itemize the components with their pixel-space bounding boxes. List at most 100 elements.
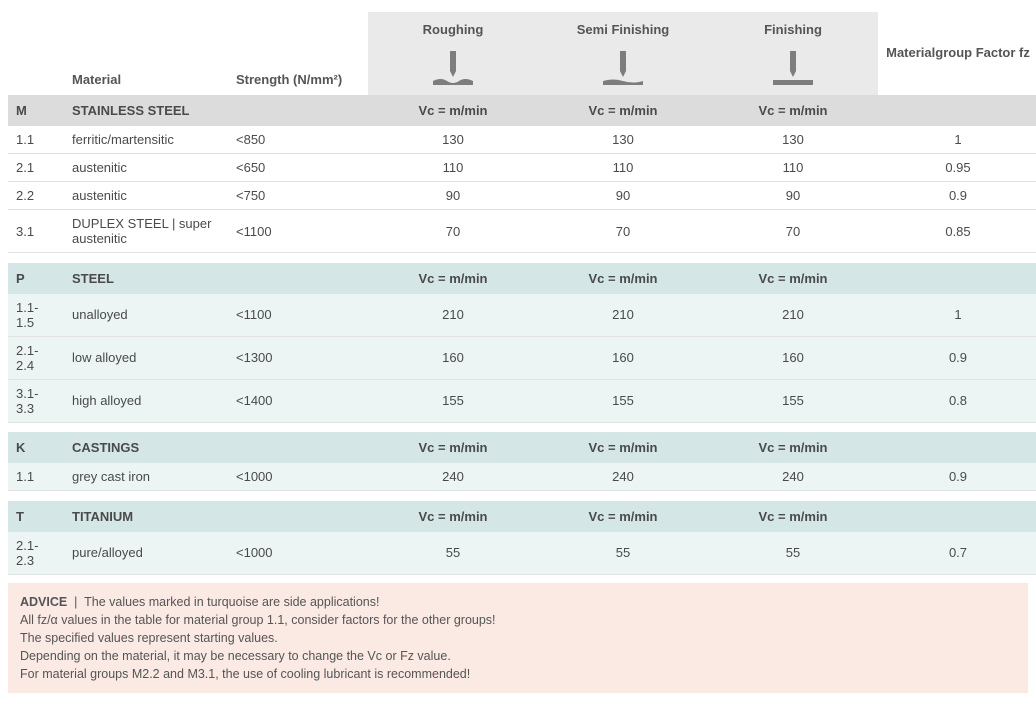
row-strength: <1100 — [228, 294, 368, 337]
table-row: 3.1-3.3high alloyed<14001551551550.8 — [8, 379, 1036, 422]
row-val: 160 — [538, 336, 708, 379]
row-material: austenitic — [64, 182, 228, 210]
row-fz: 0.85 — [878, 210, 1036, 253]
advice-line: Depending on the material, it may be nec… — [20, 649, 451, 663]
row-material: DUPLEX STEEL | super austenitic — [64, 210, 228, 253]
vc-unit: Vc = m/min — [538, 432, 708, 463]
row-fz: 0.9 — [878, 336, 1036, 379]
row-val: 210 — [708, 294, 878, 337]
row-val: 70 — [538, 210, 708, 253]
vc-unit: Vc = m/min — [708, 95, 878, 126]
row-strength: <1300 — [228, 336, 368, 379]
advice-line: All fz/α values in the table for materia… — [20, 613, 496, 627]
row-material: low alloyed — [64, 336, 228, 379]
vc-unit: Vc = m/min — [368, 432, 538, 463]
row-code: 1.1 — [8, 463, 64, 491]
row-strength: <1000 — [228, 532, 368, 575]
row-val: 70 — [368, 210, 538, 253]
row-strength: <750 — [228, 182, 368, 210]
row-val: 55 — [538, 532, 708, 575]
row-fz: 0.9 — [878, 463, 1036, 491]
row-code: 2.1-2.3 — [8, 532, 64, 575]
op-title: Finishing — [714, 22, 872, 37]
material-header: Material — [64, 17, 228, 95]
table-row: 3.1DUPLEX STEEL | super austenitic<11007… — [8, 210, 1036, 253]
fz-header: Materialgroup Factor fz — [878, 12, 1036, 95]
row-strength: <650 — [228, 154, 368, 182]
row-val: 55 — [368, 532, 538, 575]
row-code: 2.1 — [8, 154, 64, 182]
row-code: 2.2 — [8, 182, 64, 210]
row-val: 155 — [538, 379, 708, 422]
group-name: STEEL — [64, 263, 228, 294]
group-code: P — [8, 263, 64, 294]
row-material: high alloyed — [64, 379, 228, 422]
table-row: 2.1austenitic<6501101101100.95 — [8, 154, 1036, 182]
group-code: M — [8, 95, 64, 126]
row-val: 90 — [368, 182, 538, 210]
strength-header: Strength (N/mm²) — [228, 17, 368, 95]
vc-unit: Vc = m/min — [708, 263, 878, 294]
row-material: grey cast iron — [64, 463, 228, 491]
group-code: K — [8, 432, 64, 463]
table-row: 1.1grey cast iron<10002402402400.9 — [8, 463, 1036, 491]
table-row: 2.2austenitic<7509090900.9 — [8, 182, 1036, 210]
op-head-finishing: Finishing — [708, 12, 878, 95]
row-fz: 1 — [878, 294, 1036, 337]
row-val: 130 — [538, 126, 708, 154]
row-strength: <1100 — [228, 210, 368, 253]
op-head-roughing: Roughing — [368, 12, 538, 95]
row-material: austenitic — [64, 154, 228, 182]
group-header-row: MSTAINLESS STEELVc = m/minVc = m/minVc =… — [8, 95, 1036, 126]
row-fz: 0.7 — [878, 532, 1036, 575]
row-code: 2.1-2.4 — [8, 336, 64, 379]
op-title: Roughing — [374, 22, 532, 37]
milling-icon — [544, 51, 702, 87]
row-fz: 1 — [878, 126, 1036, 154]
row-material: pure/alloyed — [64, 532, 228, 575]
group-name: STAINLESS STEEL — [64, 95, 228, 126]
cutting-data-table: Roughing Semi Finishing Finishing Materi… — [8, 12, 1036, 575]
vc-unit: Vc = m/min — [708, 501, 878, 532]
row-val: 90 — [708, 182, 878, 210]
group-name: TITANIUM — [64, 501, 228, 532]
row-val: 110 — [708, 154, 878, 182]
vc-unit: Vc = m/min — [368, 95, 538, 126]
row-code: 1.1-1.5 — [8, 294, 64, 337]
group-name: CASTINGS — [64, 432, 228, 463]
op-title: Semi Finishing — [544, 22, 702, 37]
row-val: 160 — [368, 336, 538, 379]
row-fz: 0.8 — [878, 379, 1036, 422]
row-val: 240 — [538, 463, 708, 491]
vc-unit: Vc = m/min — [538, 95, 708, 126]
row-strength: <1400 — [228, 379, 368, 422]
row-strength: <1000 — [228, 463, 368, 491]
row-val: 240 — [368, 463, 538, 491]
row-material: ferritic/martensitic — [64, 126, 228, 154]
row-val: 130 — [368, 126, 538, 154]
vc-unit: Vc = m/min — [538, 501, 708, 532]
row-val: 210 — [538, 294, 708, 337]
row-val: 210 — [368, 294, 538, 337]
vc-unit: Vc = m/min — [708, 432, 878, 463]
row-fz: 0.9 — [878, 182, 1036, 210]
row-val: 110 — [368, 154, 538, 182]
row-code: 3.1 — [8, 210, 64, 253]
row-val: 70 — [708, 210, 878, 253]
vc-unit: Vc = m/min — [538, 263, 708, 294]
row-val: 155 — [708, 379, 878, 422]
row-code: 3.1-3.3 — [8, 379, 64, 422]
row-val: 90 — [538, 182, 708, 210]
group-code: T — [8, 501, 64, 532]
advice-line: For material groups M2.2 and M3.1, the u… — [20, 667, 470, 681]
table-row: 2.1-2.3pure/alloyed<10005555550.7 — [8, 532, 1036, 575]
table-row: 2.1-2.4low alloyed<13001601601600.9 — [8, 336, 1036, 379]
row-val: 55 — [708, 532, 878, 575]
row-val: 160 — [708, 336, 878, 379]
row-val: 110 — [538, 154, 708, 182]
group-header-row: KCASTINGSVc = m/minVc = m/minVc = m/min — [8, 432, 1036, 463]
vc-unit: Vc = m/min — [368, 263, 538, 294]
group-header-row: TTITANIUMVc = m/minVc = m/minVc = m/min — [8, 501, 1036, 532]
milling-icon — [374, 51, 532, 87]
advice-box: ADVICE | The values marked in turquoise … — [8, 583, 1028, 694]
